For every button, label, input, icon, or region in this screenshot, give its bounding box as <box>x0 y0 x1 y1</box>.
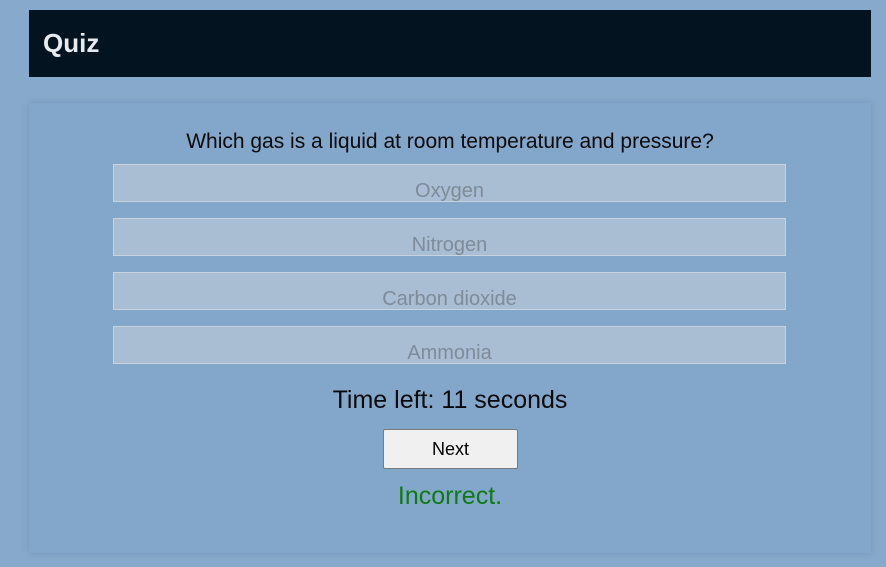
page-title: Quiz <box>43 28 100 58</box>
quiz-header: Quiz <box>29 10 871 77</box>
answer-option-ammonia[interactable]: Ammonia <box>113 326 786 364</box>
next-button[interactable]: Next <box>383 429 518 469</box>
answer-option-nitrogen[interactable]: Nitrogen <box>113 218 786 256</box>
quiz-card: Which gas is a liquid at room temperatur… <box>29 103 871 553</box>
question-text: Which gas is a liquid at room temperatur… <box>186 130 714 153</box>
answer-option-carbon-dioxide[interactable]: Carbon dioxide <box>113 272 786 310</box>
timer-text: Time left: 11 seconds <box>332 386 568 414</box>
answer-option-oxygen[interactable]: Oxygen <box>113 164 786 202</box>
feedback-message: Incorrect. <box>397 482 503 510</box>
